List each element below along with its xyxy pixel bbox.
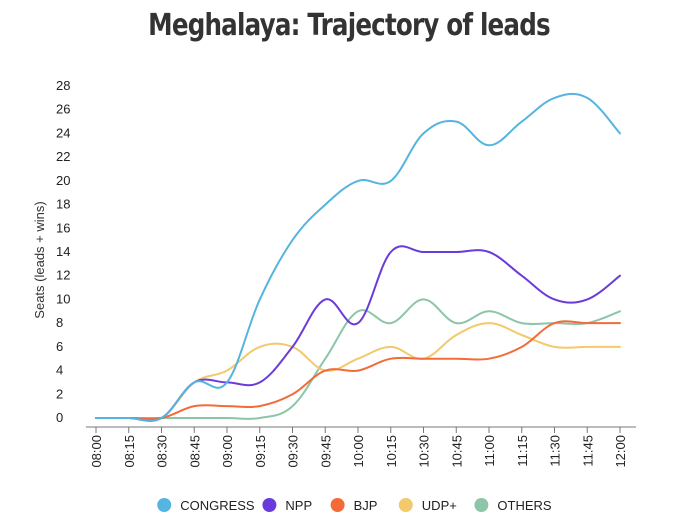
legend-swatch-npp	[262, 498, 277, 512]
series-line-bjp	[95, 320, 621, 420]
y-tick-label: 22	[56, 149, 70, 164]
legend-swatch-congress	[157, 498, 172, 512]
legend-label-congress: CONGRESS	[180, 498, 255, 513]
legend-label-udp: UDP+	[422, 498, 457, 513]
x-tick-label: 08:45	[187, 435, 202, 468]
x-tick-label: 11:30	[548, 435, 563, 467]
legend-swatch-bjp	[330, 498, 345, 512]
x-tick-label: 11:15	[515, 435, 530, 467]
x-tick-label: 08:00	[89, 435, 104, 468]
x-tick-label: 09:15	[253, 435, 268, 468]
legend: CONGRESS NPP BJP UDP+ OTHERS	[157, 498, 552, 513]
y-tick-label: 6	[56, 339, 63, 354]
chart-title: Meghalaya: Trajectory of leads	[148, 8, 550, 43]
legend-label-npp: NPP	[285, 498, 312, 513]
y-tick-label: 0	[56, 410, 63, 425]
y-tick-label: 16	[56, 220, 70, 235]
y-tick-label: 10	[56, 291, 70, 306]
x-tick-label: 10:00	[351, 435, 366, 468]
y-tick-label: 24	[56, 125, 70, 140]
series-line-congress	[95, 92, 621, 422]
y-tick-label: 26	[56, 102, 70, 117]
y-tick-label: 4	[56, 363, 63, 378]
series-lines	[95, 92, 621, 422]
x-axis-ticks: 08:00 08:15 08:30 08:45 09:00 09:15 09:30 09:45…	[89, 427, 628, 468]
x-tick-label: 09:00	[220, 435, 235, 468]
x-tick-label: 10:15	[384, 435, 399, 468]
y-tick-label: 20	[56, 173, 70, 188]
legend-label-others: OTHERS	[497, 498, 552, 513]
x-tick-label: 08:30	[155, 435, 170, 468]
legend-label-bjp: BJP	[354, 498, 378, 513]
y-tick-label: 12	[56, 268, 70, 283]
x-tick-label: 11:45	[580, 435, 595, 467]
x-tick-label: 11:00	[482, 435, 497, 467]
x-tick-label: 08:15	[122, 435, 137, 468]
x-tick-label: 09:45	[318, 435, 333, 468]
y-tick-label: 28	[56, 78, 70, 93]
x-tick-label: 10:45	[449, 435, 464, 468]
y-tick-label: 2	[56, 386, 63, 401]
legend-swatch-others	[474, 498, 489, 512]
y-tick-label: 18	[56, 197, 70, 212]
series-line-others	[95, 298, 621, 420]
y-axis-title: Seats (leads + wins)	[32, 201, 47, 318]
x-tick-label: 10:30	[417, 435, 432, 468]
y-tick-label: 14	[56, 244, 70, 259]
x-tick-label: 12:00	[613, 435, 628, 468]
series-line-npp	[95, 245, 621, 422]
legend-swatch-udp	[398, 498, 413, 512]
x-tick-label: 09:30	[286, 435, 301, 468]
y-tick-label: 8	[56, 315, 63, 330]
